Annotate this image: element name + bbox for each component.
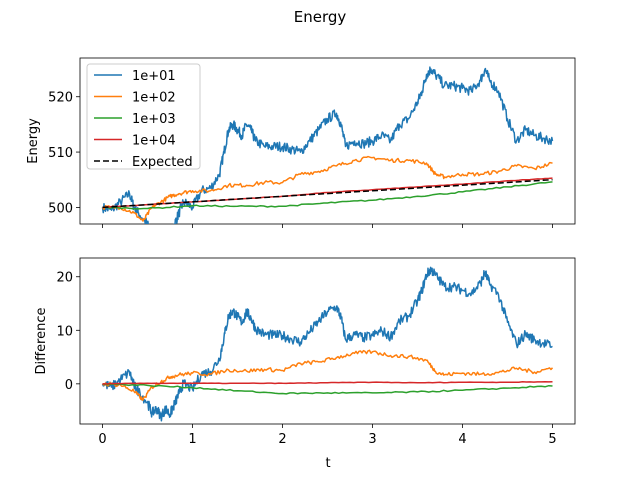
y-tick-label: 520 <box>48 91 73 106</box>
series-group <box>101 266 554 422</box>
difference-ylabel: Difference <box>34 307 49 374</box>
chart-title: Energy <box>294 8 347 26</box>
series-line-1e-01-panel-1 <box>101 266 553 422</box>
y-tick-label: 510 <box>48 146 73 161</box>
y-tick-label: 10 <box>56 324 73 339</box>
x-tick-label: 3 <box>368 432 376 447</box>
y-tick-label: 0 <box>65 378 73 393</box>
series-group <box>101 66 554 224</box>
legend-label: 1e+01 <box>132 69 176 84</box>
x-axis-label: t <box>325 456 330 471</box>
series-line-1e-02-panel-0 <box>101 155 553 222</box>
y-tick-label: 500 <box>48 201 73 216</box>
y-tick-label: 20 <box>56 271 73 286</box>
difference-plot-area <box>79 257 576 425</box>
x-tick-label: 2 <box>278 432 286 447</box>
energy-ylabel: Energy <box>26 118 41 164</box>
energy-panel: Energy 500 510 520 <box>26 57 576 228</box>
legend-label: 1e+03 <box>132 112 176 127</box>
legend-box <box>86 63 201 170</box>
x-tick-label: 1 <box>188 432 196 447</box>
legend: 1e+01 1e+02 1e+03 1e+04 Expected <box>86 63 201 170</box>
difference-panel: Difference t 0 1 2 3 4 5 0 10 20 <box>34 257 576 471</box>
legend-label: 1e+04 <box>132 134 176 149</box>
series-line-1e-01-panel-0 <box>101 66 554 224</box>
series-line-expected-panel-0 <box>102 178 553 209</box>
series-line-1e-03-panel-1 <box>102 383 553 395</box>
legend-label: 1e+02 <box>132 91 176 106</box>
series-line-1e-04-panel-1 <box>102 380 553 385</box>
x-tick-label: 0 <box>98 432 106 447</box>
x-tick-label: 4 <box>458 432 466 447</box>
x-tick-label: 5 <box>548 432 556 447</box>
energy-plot-area <box>79 57 576 225</box>
legend-label: Expected <box>132 155 193 170</box>
series-line-1e-03-panel-0 <box>102 181 553 210</box>
